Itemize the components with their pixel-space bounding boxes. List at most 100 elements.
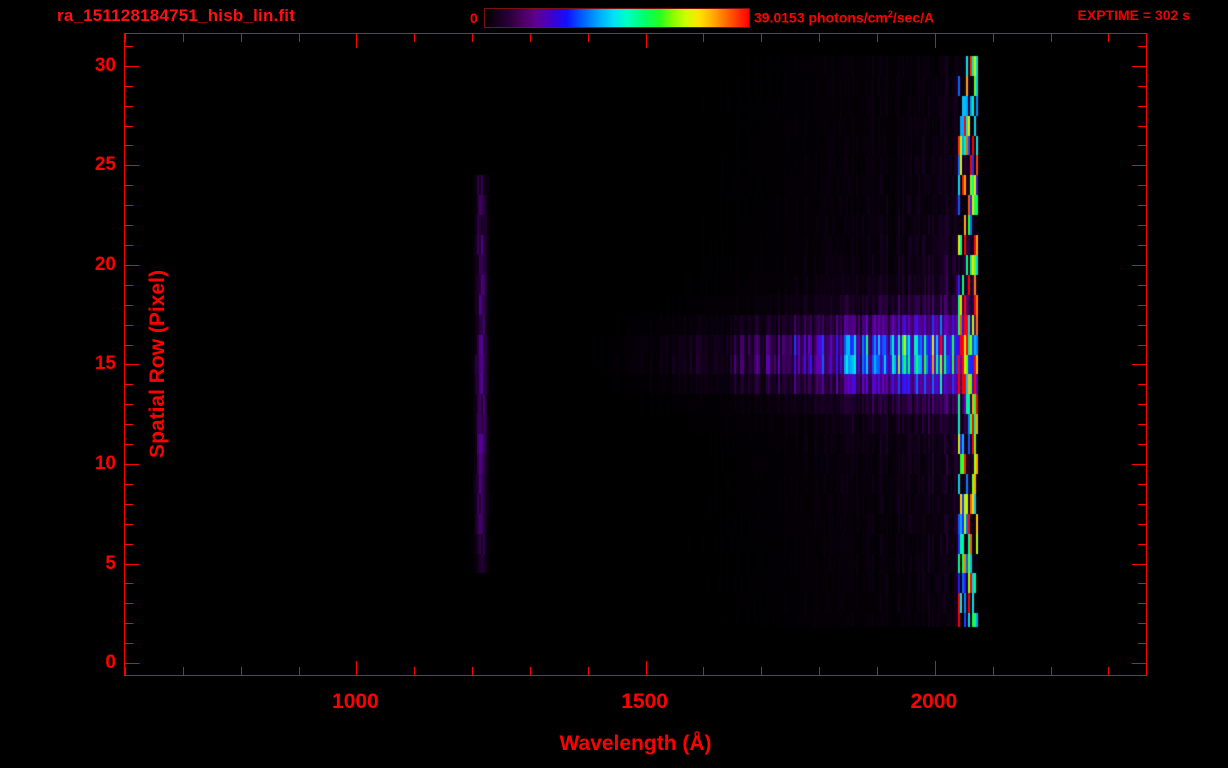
y-minor-tick <box>125 285 133 286</box>
spectrogram-image <box>125 34 1146 675</box>
colorbar-units-exponent: 2 <box>887 9 893 19</box>
y-minor-tick-right <box>1138 484 1146 485</box>
x-major-tick-top <box>646 34 647 48</box>
y-minor-tick <box>125 106 133 107</box>
y-major-tick <box>125 265 139 266</box>
y-minor-tick <box>125 225 133 226</box>
x-minor-tick <box>761 667 762 675</box>
colorbar-units-pre: photons/cm <box>808 9 888 26</box>
y-minor-tick <box>125 46 133 47</box>
y-minor-tick-right <box>1138 245 1146 246</box>
colorbar-max-value: 39.0153 <box>754 9 805 26</box>
x-minor-tick <box>414 667 415 675</box>
page-title: ra_151128184751_hisb_lin.fit <box>57 6 296 25</box>
y-minor-tick <box>125 305 133 306</box>
y-tick-label: 30 <box>94 54 116 76</box>
colorbar-max-label: 39.0153 photons/cm2/sec/A <box>754 9 934 26</box>
y-minor-tick <box>125 524 133 525</box>
colorbar-min-label: 0 <box>470 10 478 26</box>
y-minor-tick <box>125 145 133 146</box>
y-major-tick-right <box>1132 364 1146 365</box>
x-minor-tick-top <box>1051 34 1052 42</box>
x-minor-tick-top <box>241 34 242 42</box>
y-minor-tick <box>125 424 133 425</box>
x-minor-tick <box>877 667 878 675</box>
x-minor-tick <box>588 667 589 675</box>
x-major-tick <box>356 661 357 675</box>
x-tick-label: 2000 <box>910 690 958 713</box>
x-minor-tick <box>1051 667 1052 675</box>
x-major-tick <box>935 661 936 675</box>
y-major-tick-right <box>1132 165 1146 166</box>
y-minor-tick <box>125 583 133 584</box>
x-minor-tick <box>1108 667 1109 675</box>
x-minor-tick <box>993 667 994 675</box>
y-minor-tick-right <box>1138 86 1146 87</box>
x-major-tick <box>646 661 647 675</box>
y-major-tick-right <box>1132 663 1146 664</box>
y-major-tick-right <box>1132 564 1146 565</box>
y-minor-tick <box>125 643 133 644</box>
x-minor-tick-top <box>414 34 415 42</box>
x-minor-tick <box>299 667 300 675</box>
y-major-tick <box>125 663 139 664</box>
x-minor-tick-top <box>299 34 300 42</box>
y-minor-tick <box>125 325 133 326</box>
y-major-tick-right <box>1132 265 1146 266</box>
y-minor-tick-right <box>1138 325 1146 326</box>
x-tick-label: 1500 <box>621 690 668 713</box>
x-minor-tick-top <box>1108 34 1109 42</box>
y-tick-label: 0 <box>105 652 116 674</box>
y-minor-tick-right <box>1138 524 1146 525</box>
x-minor-tick-top <box>819 34 820 42</box>
y-axis-title: Spatial Row (Pixel) <box>146 270 169 458</box>
y-minor-tick <box>125 384 133 385</box>
y-minor-tick-right <box>1138 404 1146 405</box>
y-minor-tick-right <box>1138 145 1146 146</box>
y-minor-tick <box>125 504 133 505</box>
plot-area: Spatial Row (Pixel) <box>124 33 1147 676</box>
y-minor-tick <box>125 623 133 624</box>
y-major-tick <box>125 464 139 465</box>
y-tick-label: 10 <box>94 452 116 474</box>
colorbar-gradient <box>484 8 750 28</box>
x-minor-tick-top <box>530 34 531 42</box>
spectrogram-canvas <box>125 34 1146 675</box>
x-minor-tick-top <box>703 34 704 42</box>
x-tick-label: 1000 <box>332 690 379 713</box>
x-axis-tick-labels: 1000 1500 2000 <box>124 690 1147 720</box>
y-tick-label: 20 <box>94 253 116 275</box>
x-minor-tick-top <box>993 34 994 42</box>
y-minor-tick-right <box>1138 126 1146 127</box>
x-minor-tick <box>125 667 126 675</box>
y-minor-tick <box>125 205 133 206</box>
y-minor-tick-right <box>1138 225 1146 226</box>
y-minor-tick-right <box>1138 305 1146 306</box>
x-minor-tick <box>472 667 473 675</box>
y-minor-tick <box>125 185 133 186</box>
y-minor-tick-right <box>1138 544 1146 545</box>
x-minor-tick-top <box>761 34 762 42</box>
y-minor-tick <box>125 345 133 346</box>
y-minor-tick-right <box>1138 504 1146 505</box>
y-minor-tick <box>125 245 133 246</box>
x-minor-tick <box>241 667 242 675</box>
y-minor-tick-right <box>1138 384 1146 385</box>
y-major-tick <box>125 364 139 365</box>
y-minor-tick <box>125 86 133 87</box>
y-tick-label: 5 <box>105 552 116 574</box>
exptime-label: EXPTIME = 302 s <box>1077 7 1190 23</box>
y-minor-tick-right <box>1138 285 1146 286</box>
x-major-tick-top <box>935 34 936 48</box>
y-minor-tick-right <box>1138 424 1146 425</box>
x-minor-tick-top <box>125 34 126 42</box>
x-major-tick-top <box>356 34 357 48</box>
x-minor-tick-top <box>472 34 473 42</box>
y-minor-tick-right <box>1138 106 1146 107</box>
y-tick-label: 25 <box>94 154 116 176</box>
x-minor-tick-top <box>588 34 589 42</box>
y-major-tick <box>125 165 139 166</box>
y-minor-tick <box>125 404 133 405</box>
y-major-tick <box>125 564 139 565</box>
